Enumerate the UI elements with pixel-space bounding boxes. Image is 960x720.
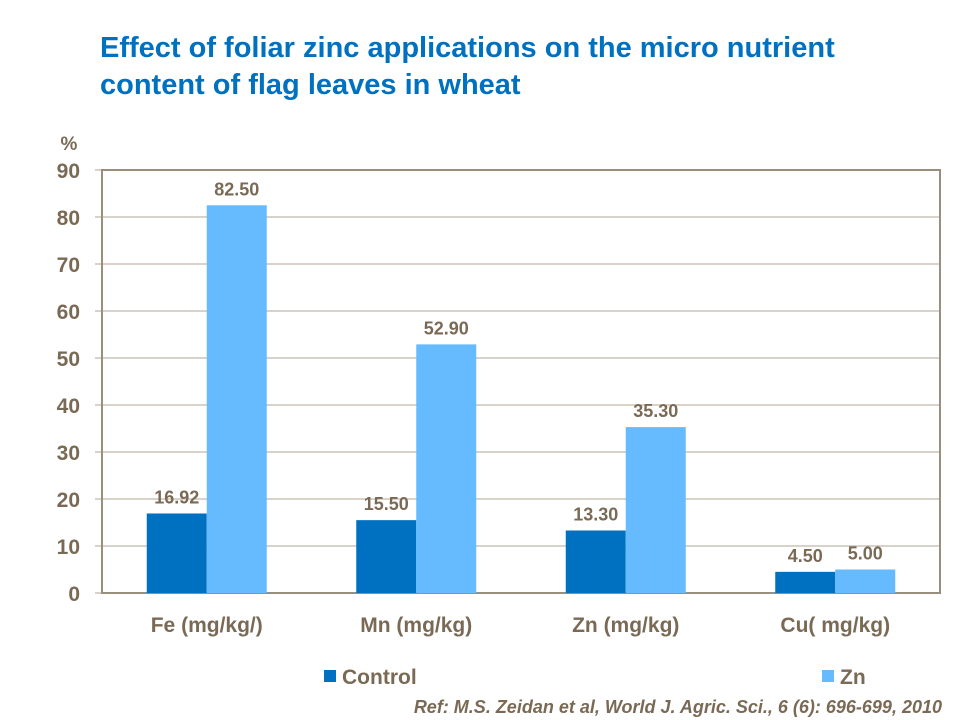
bar-zn — [206, 205, 267, 593]
data-label: 5.00 — [848, 544, 883, 564]
plot-area — [101, 169, 941, 594]
data-label: 15.50 — [364, 494, 409, 514]
x-tick-label: Fe (mg/kg/) — [151, 614, 263, 637]
bar-control — [775, 571, 836, 593]
y-tick-label: 50 — [57, 348, 80, 371]
data-label: 82.50 — [214, 179, 259, 199]
y-tick-label: 0 — [68, 583, 80, 606]
data-label: 35.30 — [633, 401, 678, 421]
reference-text: Ref: M.S. Zeidan et al, World J. Agric. … — [413, 697, 942, 717]
y-tick-label: 40 — [57, 395, 80, 418]
data-label: 13.30 — [573, 504, 618, 524]
x-tick-label: Mn (mg/kg) — [360, 614, 472, 637]
y-axis-label: % — [61, 134, 78, 155]
legend-swatch-control — [324, 670, 336, 682]
data-label: 4.50 — [788, 546, 823, 566]
y-tick-label: 10 — [57, 536, 80, 559]
x-tick-label: Cu( mg/kg) — [780, 614, 890, 637]
y-tick-label: 70 — [57, 254, 80, 277]
y-tick-label: 20 — [57, 489, 80, 512]
y-tick-label: 60 — [57, 301, 80, 324]
y-tick-label: 90 — [57, 160, 80, 183]
legend-swatch-zn — [822, 670, 834, 682]
bar-control — [356, 520, 417, 593]
bar-zn — [835, 569, 896, 593]
bar-control — [146, 513, 207, 593]
bar-zn — [416, 344, 477, 593]
bar-zn — [625, 427, 686, 593]
bar-control — [565, 530, 626, 593]
data-label: 16.92 — [154, 487, 199, 507]
legend-label: Zn — [840, 666, 866, 689]
y-tick-label: 30 — [57, 442, 80, 465]
y-tick-label: 80 — [57, 207, 80, 230]
chart-title: Effect of foliar zinc applications on th… — [100, 32, 835, 101]
x-tick-label: Zn (mg/kg) — [572, 614, 679, 637]
data-label: 52.90 — [424, 318, 469, 338]
legend-label: Control — [342, 666, 417, 689]
